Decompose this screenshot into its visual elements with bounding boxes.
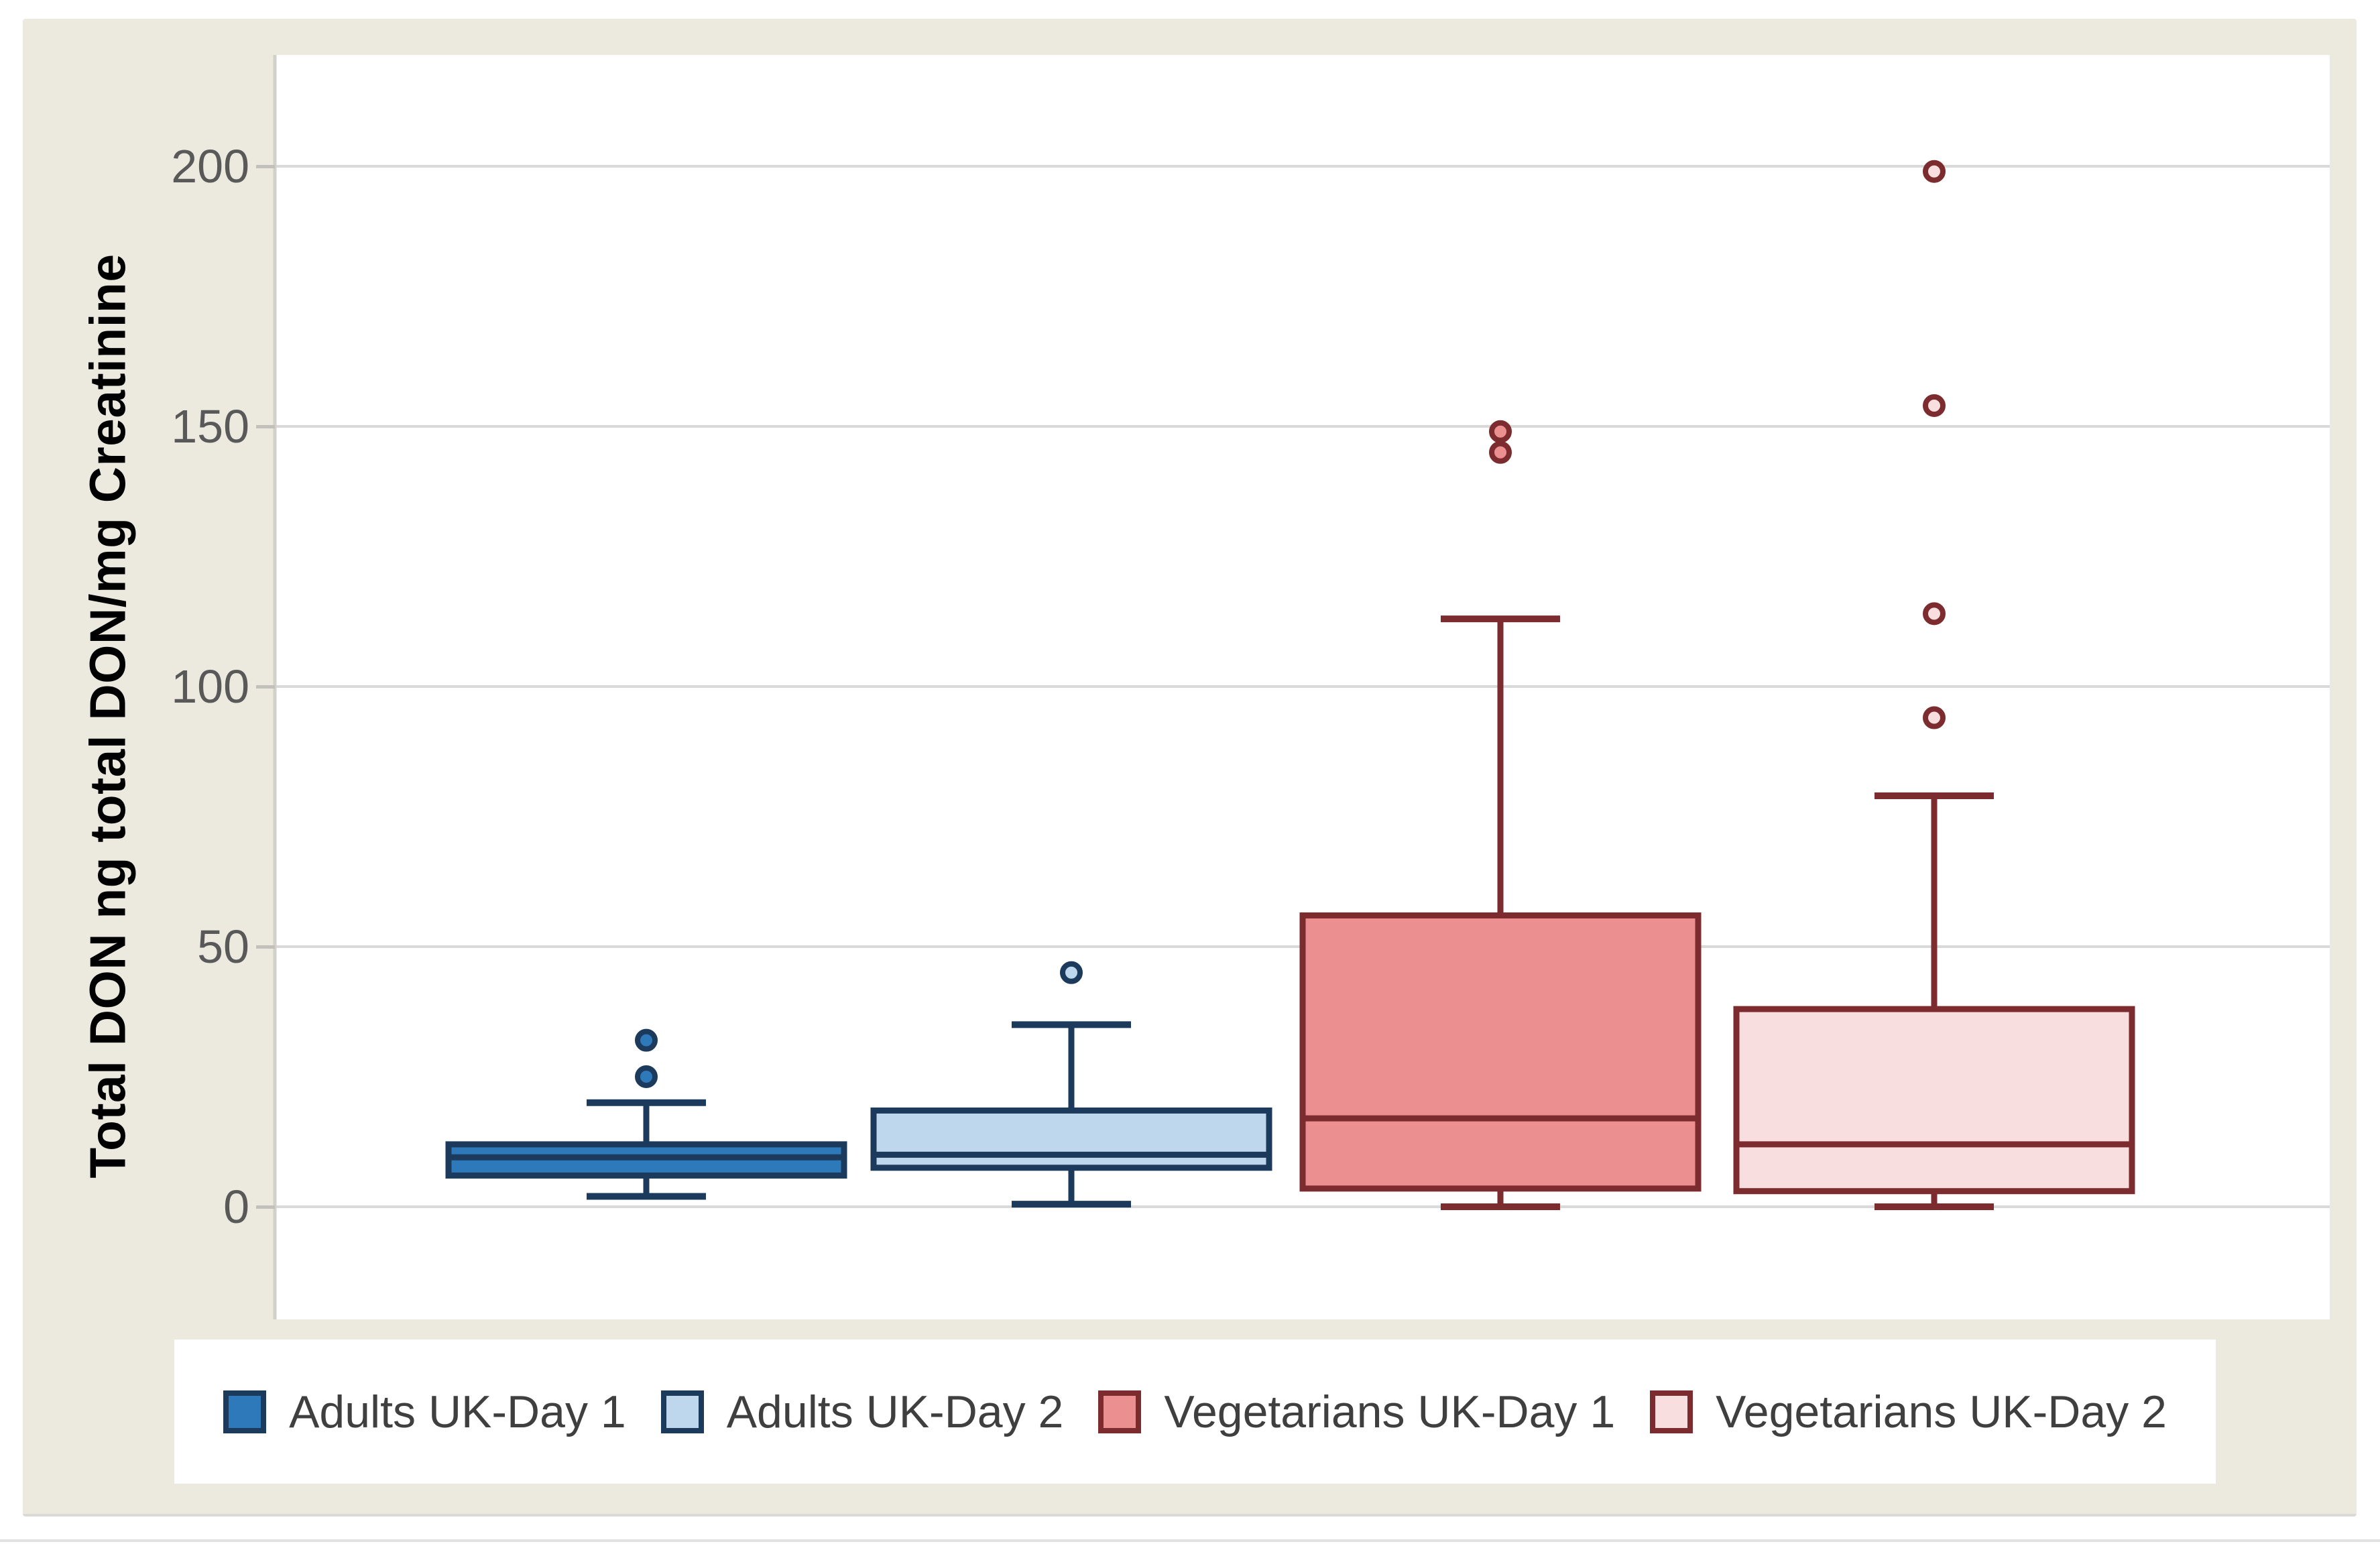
legend-swatch-icon [1098,1390,1142,1433]
y-tick-mark-0 [256,1205,275,1209]
y-tick-mark-200 [256,165,275,168]
box-vegetarians-uk-day-1 [1299,912,1702,1192]
y-tick-label-0: 0 [223,1181,249,1233]
legend-label: Adults UK-Day 2 [726,1386,1064,1437]
y-tick-label-100: 100 [171,660,249,713]
outlier-point-vegetarians-uk-day-2 [1923,160,1946,183]
box-vegetarians-uk-day-2 [1733,1006,2135,1195]
legend-swatch-icon [660,1390,704,1433]
legend-label: Vegetarians UK-Day 1 [1164,1386,1616,1437]
window-bottom-edge [0,1539,2380,1542]
legend-item-adults-uk-day-1: Adults UK-Day 1 [223,1386,626,1438]
y-axis-title-text: Total DON ng total DON/mg Creatinine [80,253,137,1179]
legend-item-vegetarians-uk-day-1: Vegetarians UK-Day 1 [1098,1386,1615,1438]
y-tick-label-150: 150 [171,400,249,453]
outlier-point-adults-uk-day-1 [635,1028,658,1052]
legend-item-vegetarians-uk-day-2: Vegetarians UK-Day 2 [1650,1386,2167,1438]
y-tick-mark-100 [256,685,275,689]
boxplot-canvas [273,55,2330,1319]
outlier-point-vegetarians-uk-day-1 [1489,440,1512,464]
y-axis-title: Total DON ng total DON/mg Creatinine [58,206,158,1226]
outlier-point-vegetarians-uk-day-2 [1923,394,1946,417]
outlier-point-adults-uk-day-2 [1060,961,1083,984]
legend-swatch-icon [1650,1390,1693,1433]
legend: Adults UK-Day 1 Adults UK-Day 2 Vegetarian… [174,1340,2216,1484]
plot-area [273,55,2330,1319]
y-tick-label-200: 200 [171,140,249,192]
y-tick-mark-50 [256,945,275,949]
legend-label: Adults UK-Day 1 [289,1386,626,1437]
legend-label: Vegetarians UK-Day 2 [1716,1386,2167,1437]
outlier-point-vegetarians-uk-day-2 [1923,706,1946,729]
legend-swatch-icon [223,1390,267,1433]
box-adults-uk-day-2 [870,1107,1272,1171]
outlier-point-vegetarians-uk-day-1 [1489,420,1512,443]
outlier-point-vegetarians-uk-day-2 [1923,602,1946,626]
outlier-point-adults-uk-day-1 [635,1065,658,1088]
y-tick-mark-150 [256,425,275,428]
y-tick-label-50: 50 [197,920,249,973]
legend-item-adults-uk-day-2: Adults UK-Day 2 [660,1386,1064,1438]
